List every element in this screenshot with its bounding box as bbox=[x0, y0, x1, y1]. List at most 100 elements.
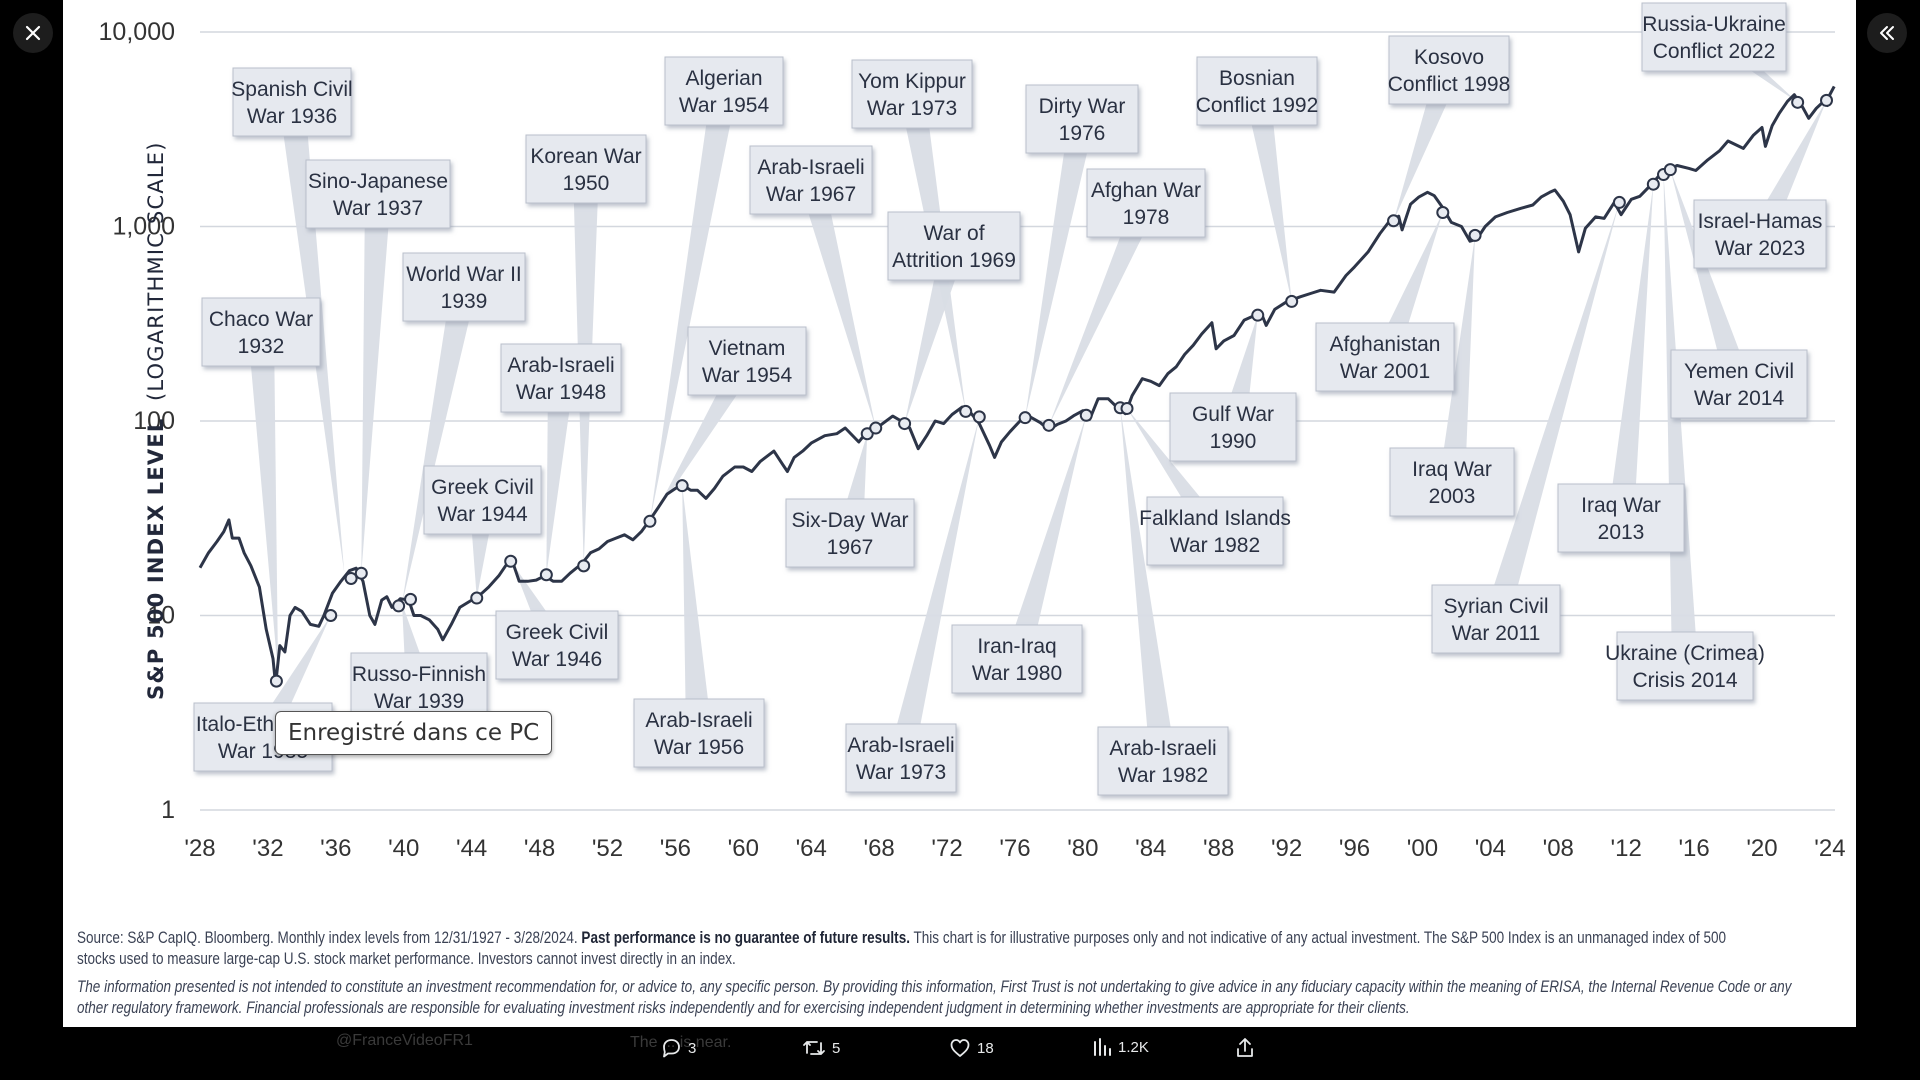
event-marker bbox=[1251, 308, 1265, 322]
annotation-leader bbox=[1048, 203, 1159, 426]
x-tick-label: '12 bbox=[1611, 835, 1642, 862]
annotation-label: 1976 bbox=[1059, 122, 1106, 145]
annotation-box bbox=[851, 59, 973, 129]
event-marker bbox=[269, 674, 283, 688]
annotation: Afghan War 1978 bbox=[1086, 168, 1206, 238]
annotation-label: War 1937 bbox=[333, 197, 423, 220]
annotation: Yom Kippur War 1973 bbox=[851, 59, 973, 129]
annotation-leader bbox=[1393, 70, 1462, 221]
annotation-label: Ukraine (Crimea) bbox=[1605, 642, 1765, 665]
annotation: Falkland Islands War 1982 bbox=[1139, 496, 1291, 566]
annotation-leader bbox=[361, 194, 391, 574]
annotation: Arab-Israeli War 1948 bbox=[500, 343, 622, 413]
annotation-label: Conflict 1992 bbox=[1196, 94, 1319, 117]
repost-icon bbox=[803, 1041, 825, 1055]
views-button[interactable]: 1.2K bbox=[1092, 1037, 1149, 1057]
annotation-box bbox=[1557, 483, 1685, 553]
chart-image: 1 10 100 1,000 10,000 '28'32'36'40'44'48'52 '… bbox=[63, 0, 1856, 1027]
annotation-label: 2013 bbox=[1598, 521, 1645, 544]
close-icon bbox=[25, 25, 41, 41]
event-marker bbox=[1018, 411, 1032, 425]
annotation-box bbox=[1616, 631, 1754, 701]
x-tick-label: '20 bbox=[1746, 835, 1777, 862]
annotation: Afghanistan War 2001 bbox=[1315, 322, 1455, 392]
annotation-box bbox=[1146, 496, 1284, 566]
annotation-label: War 1936 bbox=[247, 105, 337, 128]
like-button[interactable]: 18 bbox=[949, 1037, 994, 1059]
annotation-label: 1990 bbox=[1210, 430, 1257, 453]
annotation: Arab-Israeli War 1973 bbox=[845, 723, 957, 793]
annotation: Kosovo Conflict 1998 bbox=[1388, 35, 1510, 105]
annotation-label: 1967 bbox=[827, 536, 874, 559]
annotation: Arab-Israeli War 1967 bbox=[749, 145, 873, 215]
annotation-leader bbox=[904, 246, 967, 424]
annotation: Iran-Iraq War 1980 bbox=[951, 624, 1083, 694]
behind-text: The ... is near. bbox=[630, 1034, 732, 1051]
source-note: Source: S&P CapIQ. Bloomberg. Monthly in… bbox=[77, 928, 1726, 949]
expand-sidebar-button[interactable] bbox=[1867, 13, 1907, 53]
annotation-label: War 1982 bbox=[1118, 764, 1208, 787]
annotation-leader bbox=[1004, 415, 1087, 659]
annotation-box bbox=[1169, 392, 1297, 462]
x-tick-label: '16 bbox=[1678, 835, 1709, 862]
annotation-label: Gulf War bbox=[1192, 403, 1274, 426]
source-note-line2: stocks used to measure large-cap U.S. st… bbox=[77, 950, 736, 968]
annotation-label: War 1948 bbox=[516, 381, 606, 404]
annotation: Spanish Civil War 1936 bbox=[231, 67, 353, 137]
post-action-bar: @FranceVideoFR1 The ... is near. 3 5 18 … bbox=[0, 1027, 1920, 1080]
y-tick-label: 100 bbox=[133, 407, 175, 435]
annotation-box bbox=[1097, 726, 1229, 796]
repost-count: 5 bbox=[832, 1039, 841, 1057]
annotation-leaders bbox=[248, 37, 1827, 761]
annotation-leader bbox=[682, 485, 712, 733]
annotation-label: Iraq War bbox=[1581, 494, 1661, 517]
x-tick-label: '08 bbox=[1543, 835, 1574, 862]
close-button[interactable] bbox=[13, 13, 53, 53]
annotation: Israel-Hamas War 2023 bbox=[1693, 199, 1827, 269]
x-tick-label: '04 bbox=[1475, 835, 1506, 862]
annotation-box bbox=[749, 145, 873, 215]
annotation: Chaco War 1932 bbox=[201, 297, 321, 367]
annotation-label: War of bbox=[923, 222, 984, 245]
annotation-box bbox=[232, 67, 352, 137]
annotation-box bbox=[500, 343, 622, 413]
annotation-leader bbox=[1025, 119, 1095, 418]
annotation: Vietnam War 1954 bbox=[687, 326, 807, 396]
annotation-label: Conflict 2022 bbox=[1653, 40, 1776, 63]
annotation: Arab-Israeli War 1982 bbox=[1097, 726, 1229, 796]
annotation: Russia-Ukraine Conflict 2022 bbox=[1641, 2, 1787, 72]
event-marker bbox=[1468, 228, 1482, 242]
event-marker bbox=[1820, 93, 1834, 107]
annotation-label: War 1954 bbox=[679, 94, 770, 117]
annotation-label: War 1946 bbox=[512, 648, 602, 671]
annotation-label: Crisis 2014 bbox=[1632, 669, 1737, 692]
x-tick-label: '44 bbox=[456, 835, 487, 862]
event-marker bbox=[869, 421, 883, 435]
event-marker bbox=[324, 609, 338, 622]
event-marker bbox=[392, 599, 406, 613]
annotation-label: Arab-Israeli bbox=[847, 734, 954, 757]
share-button[interactable] bbox=[1235, 1037, 1255, 1059]
annotation-label: 1978 bbox=[1123, 206, 1170, 229]
event-marker bbox=[959, 404, 973, 418]
annotation-label: 2003 bbox=[1429, 485, 1476, 508]
annotation-label: Arab-Israeli bbox=[1109, 737, 1216, 760]
x-tick-label: '92 bbox=[1271, 835, 1302, 862]
annotation: Arab-Israeli War 1956 bbox=[633, 698, 765, 768]
annotation-leader bbox=[402, 287, 477, 604]
annotation-label: Vietnam bbox=[709, 337, 786, 360]
x-tick-label: '64 bbox=[796, 835, 827, 862]
event-marker bbox=[354, 566, 368, 580]
annotation-box bbox=[1315, 322, 1455, 392]
war-annotations: Spanish Civil War 1936 Sino-Japanese War 19… bbox=[193, 2, 1827, 796]
annotation: Syrian Civil War 2011 bbox=[1431, 584, 1561, 654]
repost-button[interactable]: 5 bbox=[802, 1037, 840, 1059]
annotation-box bbox=[350, 652, 488, 722]
event-marker bbox=[1663, 163, 1677, 177]
behind-handle: @FranceVideoFR1 bbox=[336, 1032, 473, 1049]
annotation-label: 1939 bbox=[441, 290, 488, 313]
x-tick-label: '88 bbox=[1203, 835, 1234, 862]
annotation-label: Bosnian bbox=[1219, 67, 1295, 90]
reply-button[interactable]: 3 bbox=[660, 1037, 696, 1059]
disclaimer-line2: other regulatory framework. Financial pr… bbox=[77, 999, 1410, 1017]
